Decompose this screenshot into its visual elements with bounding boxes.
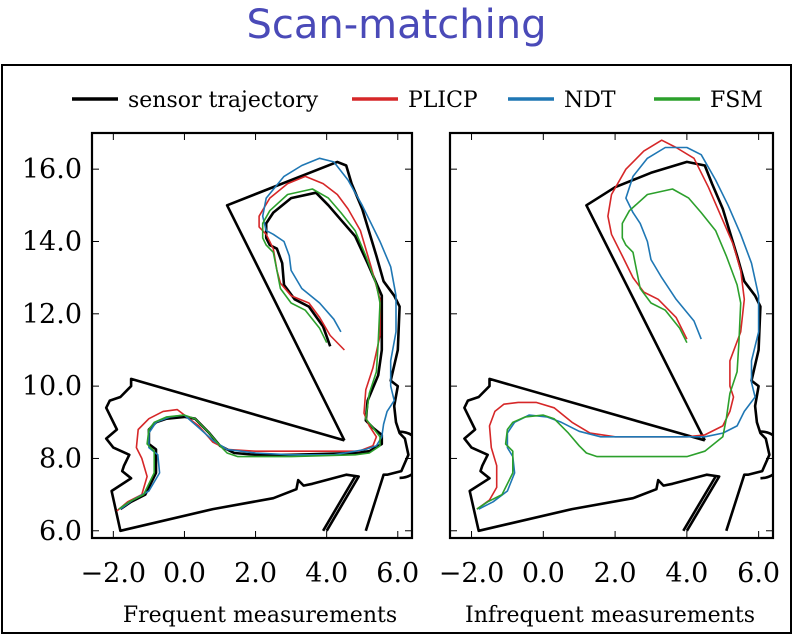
x-tick-label-frequent-0: −2.0 bbox=[81, 558, 147, 589]
y-tick-label-1: 8.0 bbox=[39, 443, 82, 474]
plot-area-infrequent bbox=[448, 131, 775, 540]
series-sensor-trajectory-frequent-arc bbox=[399, 430, 412, 480]
x-tick-label-frequent-2: 2.0 bbox=[234, 558, 277, 589]
figure-frame bbox=[1, 64, 792, 634]
x-tick-label-infrequent-3: 4.0 bbox=[665, 558, 708, 589]
x-tick-label-frequent-3: 4.0 bbox=[305, 558, 348, 589]
x-tick-label-frequent-4: 6.0 bbox=[376, 558, 419, 589]
y-tick-label-2: 10.0 bbox=[22, 371, 82, 402]
y-tick-label-0: 6.0 bbox=[39, 516, 82, 547]
series-ndt-frequent-1 bbox=[119, 157, 397, 510]
y-tick-label-4: 14.0 bbox=[22, 226, 82, 257]
x-tick-label-frequent-1: 0.0 bbox=[163, 558, 206, 589]
series-sensor-trajectory-frequent-3 bbox=[321, 475, 357, 532]
series-sensor-trajectory-infrequent-3 bbox=[682, 475, 717, 532]
series-sensor-trajectory-infrequent-arc bbox=[760, 430, 773, 480]
panel-infrequent: −2.0 0.0 2.0 4.0 6.0 bbox=[439, 131, 780, 589]
series-fsm-infrequent-1 bbox=[476, 188, 742, 510]
series-sensor-trajectory-frequent-4 bbox=[119, 191, 384, 511]
x-tick-label-infrequent-1: 0.0 bbox=[522, 558, 565, 589]
series-sensor-trajectory-frequent-2 bbox=[104, 377, 360, 533]
plot-area-frequent bbox=[90, 131, 414, 540]
x-tick-label-infrequent-0: −2.0 bbox=[439, 558, 505, 589]
panel-frequent: −2.0 0.0 2.0 4.0 6.0 6.0 8.0 10.0 12.0 14.0 16.0 bbox=[22, 131, 419, 589]
y-tick-label-3: 12.0 bbox=[22, 299, 82, 330]
y-tick-label-5: 16.0 bbox=[22, 154, 82, 185]
series-sensor-trajectory-infrequent-2 bbox=[463, 377, 721, 533]
series-sensor-trajectory-frequent-1 bbox=[225, 160, 410, 532]
series-fsm-frequent-1 bbox=[118, 188, 381, 510]
subtitle-frequent: Frequent measurements bbox=[123, 603, 397, 628]
series-sensor-trajectory-infrequent-1 bbox=[585, 160, 771, 532]
chart-title: Scan-matching bbox=[246, 2, 547, 48]
x-tick-label-infrequent-4: 6.0 bbox=[737, 558, 780, 589]
series-plicp-infrequent-1 bbox=[476, 139, 746, 510]
series-plicp-frequent-1 bbox=[116, 175, 381, 512]
series-ndt-infrequent-1 bbox=[478, 146, 760, 510]
x-tick-label-infrequent-2: 2.0 bbox=[594, 558, 637, 589]
legend: sensor trajectory PLICP NDT FSM bbox=[72, 88, 763, 113]
legend-label-plicp: PLICP bbox=[408, 88, 478, 113]
subtitle-infrequent: Infrequent measurements bbox=[465, 603, 755, 628]
legend-label-sensor-trajectory: sensor trajectory bbox=[128, 88, 319, 113]
legend-label-fsm: FSM bbox=[710, 88, 763, 113]
legend-label-ndt: NDT bbox=[564, 88, 616, 113]
